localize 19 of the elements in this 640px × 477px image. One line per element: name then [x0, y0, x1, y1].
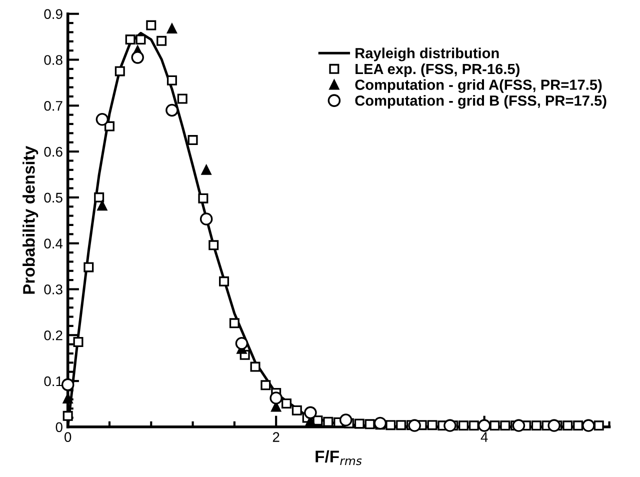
- y-axis-title: Probability density: [22, 146, 38, 294]
- x-tick-label: 0: [64, 432, 72, 442]
- y-tick-label: 0.4: [44, 238, 63, 248]
- y-tick-label: 0.2: [44, 330, 62, 340]
- y-tick-label: 0.6: [44, 146, 62, 157]
- y-tick-label: 0.5: [44, 192, 62, 203]
- legend-label: Rayleigh distribution: [356, 48, 499, 62]
- y-tick-label: 0: [56, 422, 62, 432]
- legend-label: Computation - grid A(FSS, PR=17.5): [355, 79, 602, 93]
- legend-label: Computation - grid B (FSS, PR=17.5): [355, 95, 606, 109]
- legend-label: LEA exp. (FSS, PR-16.5): [356, 63, 520, 78]
- x-tick-label: 4: [480, 432, 488, 442]
- y-tick-label: 0.8: [44, 55, 62, 65]
- x-tick-label: 2: [272, 432, 280, 442]
- y-tick-label: 0.7: [44, 100, 62, 111]
- x-axis-title: F/F$_{rms}$: [316, 450, 362, 466]
- y-tick-label: 0.3: [44, 284, 62, 294]
- y-tick-label: 0.9: [44, 9, 62, 19]
- y-tick-label: 0.1: [44, 376, 62, 386]
